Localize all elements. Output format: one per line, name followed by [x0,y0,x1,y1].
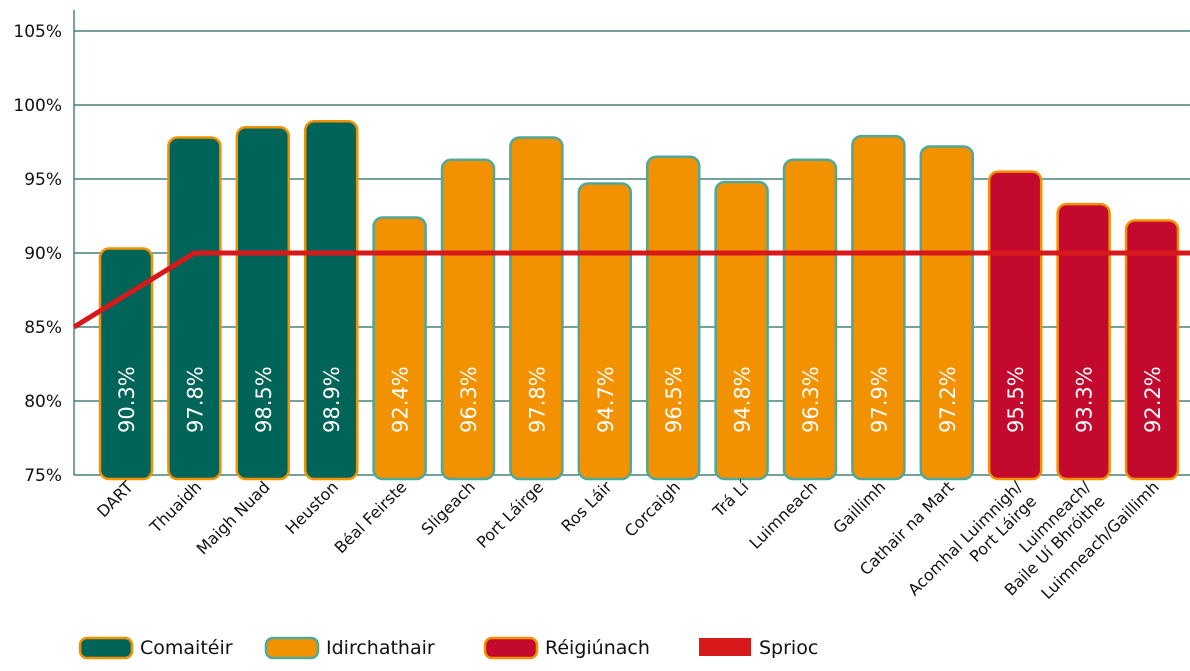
legend: Comaitéir Idirchathair Réigiúnach Sprioc [78,636,818,660]
legend-label: Idirchathair [326,637,435,659]
bar-data-label: 97.2% [936,366,960,433]
target-series-line [72,250,1190,330]
bar [851,134,906,481]
x-category-label: Thuaidh [145,477,205,537]
bar-data-label: 92.2% [1141,366,1165,433]
legend-swatch [699,638,751,656]
x-category-label: Sligeach [417,477,478,538]
y-tick-label: 80% [24,392,62,412]
x-category-label: Trá Lí [708,477,752,521]
bar-data-label: 90.3% [115,366,139,433]
x-category-label: Luimneach [745,477,820,552]
bar-data-label: 97.8% [525,366,549,433]
x-category-label: Corcaigh [621,477,684,540]
target-line [72,250,1190,330]
x-category-label: Heuston [282,477,343,538]
x-category-label: Ros Láir [557,477,616,536]
y-axis-tick-labels: 75% 80% 85% 90% 95% 100% 105% [13,22,62,486]
x-category-label: Maigh Nuad [193,477,274,558]
y-tick-label: 75% [24,466,62,486]
x-category-label: DART [93,477,137,521]
bar [714,180,769,481]
bar-data-label: 92.4% [389,366,413,433]
bar [645,155,701,481]
x-category-label: Béal Feirste [331,477,411,557]
legend-label: Comaitéir [140,637,233,659]
bar [440,158,496,481]
bar-data-label: 94.7% [594,366,618,433]
bar [782,158,838,481]
legend-swatch [264,636,320,660]
bar [167,136,222,481]
bar-data-label: 97.8% [183,366,207,433]
bar [372,216,427,481]
bar-data-label: 93.3% [1073,366,1097,433]
y-tick-label: 90% [24,244,62,264]
bar-data-label: 98.9% [320,366,344,433]
bar [98,247,154,481]
bar [1056,202,1111,481]
bar [919,145,975,481]
bar-data-label: 96.5% [662,366,686,433]
bar-data-label: 97.9% [867,366,891,433]
bar-data-label: 95.5% [1004,366,1028,433]
y-tick-label: 100% [13,96,62,116]
bar [303,120,359,481]
legend-swatch [483,636,539,660]
legend-label: Sprioc [759,637,818,659]
bar [577,182,633,481]
y-tick-label: 85% [24,318,62,338]
x-category-label: Gaillimh [829,477,889,537]
y-tick-label: 105% [13,22,62,42]
bar [1124,219,1180,481]
y-tick-label: 95% [24,170,62,190]
bar-data-label: 94.8% [731,366,755,433]
bars: 90.3% 97.8% 98.5% 98.9% 92.4% 96.3% 97.8% 94.7%… [98,120,1180,481]
bar-data-label: 96.3% [457,366,481,433]
bar [235,125,291,481]
legend-label: Réigiúnach [545,637,650,659]
bar-data-label: 96.3% [799,366,823,433]
bar [509,136,564,481]
bar [987,170,1043,481]
legend-swatch [78,636,134,660]
x-category-label: Port Láirge [473,477,547,551]
bar-data-label: 98.5% [252,366,276,433]
